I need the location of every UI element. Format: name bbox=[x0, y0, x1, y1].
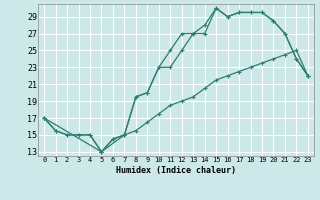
X-axis label: Humidex (Indice chaleur): Humidex (Indice chaleur) bbox=[116, 166, 236, 175]
